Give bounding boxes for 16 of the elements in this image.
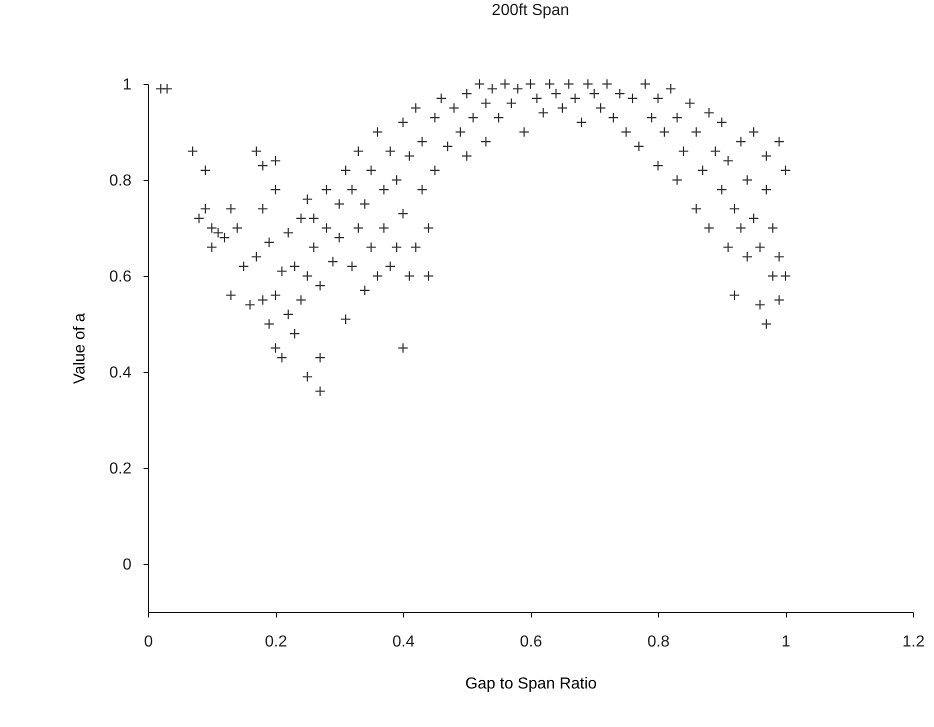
y-axis-title: Value of a (71, 312, 88, 384)
chart-title: 200ft Span (492, 2, 570, 19)
y-tick-label: 0.4 (109, 364, 132, 382)
y-tick-label: 1 (122, 76, 132, 94)
x-tick-label: 1 (782, 634, 791, 650)
x-axis-title: Gap to Span Ratio (465, 676, 597, 692)
x-tick-label: 0.8 (647, 634, 670, 650)
x-tick-label: 0.4 (392, 634, 415, 650)
x-tick-label: 0.6 (520, 634, 542, 650)
y-tick-label: 0 (122, 556, 132, 574)
x-tick-label: 0 (144, 634, 154, 650)
x-tick-label: 1.2 (902, 634, 925, 650)
x-tick-label: 0.2 (264, 634, 288, 650)
y-tick-label: 0.2 (109, 460, 132, 478)
y-tick-label: 0.6 (109, 268, 132, 286)
y-tick-label: 0.8 (109, 172, 132, 190)
